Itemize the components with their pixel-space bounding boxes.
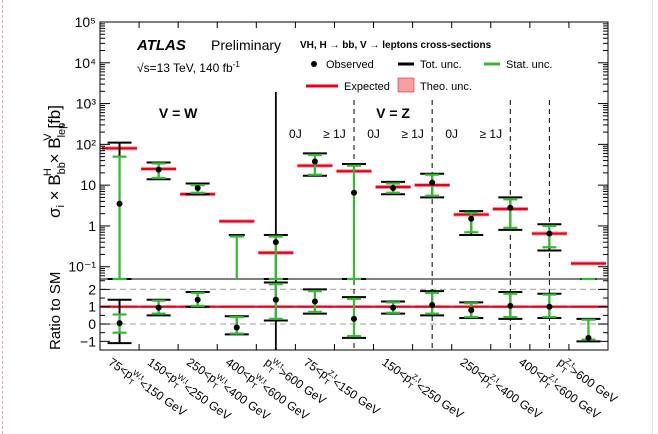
jet-label: 0J (367, 127, 380, 141)
ratio-point (429, 301, 436, 308)
legend-observed-marker (311, 61, 317, 67)
legend-expected-label: Expected (344, 81, 390, 93)
main-y-tick-label: 10² (76, 136, 97, 152)
ratio-y-tick-label: 2 (88, 281, 96, 297)
observed-point (468, 215, 475, 222)
ratio-point (585, 334, 592, 341)
panel-annotations: V = W V = Z 0J ≥ 1J 0J ≥ 1J 0J ≥ 1J (159, 105, 502, 141)
main-y-axis-title: σi × BbbH × BlepV [fb] (42, 105, 68, 218)
ratio-point (233, 324, 240, 331)
jet-label: ≥ 1J (401, 127, 424, 141)
observed-point (194, 185, 201, 192)
ratio-y-axis-title: Ratio to SM (47, 272, 64, 350)
region-label: V = Z (376, 105, 410, 121)
observed-point (272, 239, 279, 246)
main-y-tick-label: 10⁵ (75, 14, 96, 30)
jet-label: ≥ 1J (323, 127, 346, 141)
main-y-tick-label: 10⁴ (74, 55, 96, 71)
ratio-point (272, 296, 279, 303)
ratio-point (390, 304, 397, 311)
ratio-point (507, 302, 514, 309)
region-label: V = W (159, 105, 198, 121)
observed-point (155, 166, 162, 173)
ratio-point (351, 315, 357, 322)
jet-label: 0J (289, 127, 302, 141)
observed-point (311, 158, 318, 165)
page-guide-left (2, 0, 3, 434)
main-y-tick-label: 10⁻¹ (68, 259, 96, 275)
observed-point (429, 179, 436, 186)
legend-theo-swatch (397, 77, 415, 93)
observed-point (351, 189, 357, 196)
observed-point (507, 204, 514, 211)
ratio-point (546, 303, 553, 310)
ratio-point (116, 320, 123, 327)
legend-stat-label: Stat. unc. (506, 59, 552, 71)
ratio-y-tick-label: 1 (88, 299, 96, 315)
atlas-label: ATLAS (136, 37, 186, 54)
observed-point (116, 200, 123, 207)
ratio-y-tick-label: −1 (80, 333, 96, 349)
main-y-tick-label: 10 (80, 177, 96, 193)
process-label: VH, H → bb, V → leptons cross-sections (300, 40, 492, 51)
ratio-point (311, 298, 318, 305)
ratio-point (155, 304, 162, 311)
main-y-tick-label: 10³ (76, 96, 97, 112)
error-bars (107, 141, 601, 345)
axis-ticks (99, 22, 609, 350)
observed-points (116, 158, 592, 341)
legend-theo-label: Theo. unc. (420, 81, 472, 93)
page-guide-right (652, 0, 653, 434)
observed-point (390, 185, 397, 192)
ratio-y-tick-label: 0 (88, 316, 96, 332)
jet-label: ≥ 1J (479, 127, 502, 141)
energy-label: √s=13 TeV, 140 fb-1 (137, 60, 240, 75)
observed-point (546, 230, 553, 237)
ratio-point (468, 307, 475, 314)
legend-observed-label: Observed (326, 59, 374, 71)
ratio-point (194, 296, 201, 303)
legend-tot-label: Tot. unc. (420, 59, 462, 71)
main-y-tick-label: 1 (88, 218, 96, 234)
preliminary-label: Preliminary (211, 37, 281, 53)
jet-label: 0J (445, 127, 458, 141)
x-tick-label: 150<pTZ,t<250 GeV (378, 353, 468, 424)
